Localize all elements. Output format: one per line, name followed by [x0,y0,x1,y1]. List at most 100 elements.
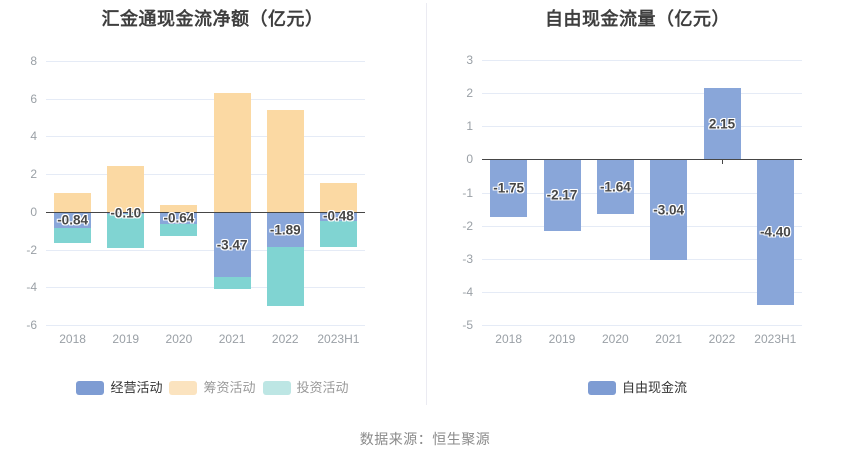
bar-segment [54,211,92,228]
x-axis-label: 2022 [708,332,736,346]
legend-item[interactable]: 筹资活动 [169,381,256,395]
bar-segment [54,227,92,243]
value-label: -0.48 [323,208,354,224]
x-axis-label: 2020 [165,332,193,346]
y-axis-label: -1 [462,185,473,200]
y-axis-label: 0 [466,152,473,167]
x-axis-label: 2023H1 [754,332,797,346]
value-label: -0.10 [110,205,142,221]
bar-segment [54,193,92,212]
legend: 经营活动 筹资活动 投资活动 [0,380,425,396]
bar-segment [319,211,357,221]
y-axis-label: -4 [26,280,37,295]
zero-axis-line [46,211,365,213]
y-axis-label: -5 [462,318,473,332]
bar-segment [319,183,357,212]
value-label: 2.15 [708,116,736,132]
x-axis-label: 2022 [271,332,299,346]
gridline [482,258,802,260]
gridline [46,61,365,62]
x-axis-label: 2019 [548,332,576,346]
y-axis-label: -6 [26,318,37,332]
legend-swatch-icon [169,381,198,395]
bar-segment [703,88,741,160]
bar-segment [213,277,251,290]
value-label: -0.84 [57,212,88,228]
value-label: -3.04 [653,202,685,218]
bar-segment [213,211,251,278]
legend: 自由现金流 [425,380,850,396]
gridline [482,325,802,326]
bar-segment [160,223,198,237]
y-axis-label: -2 [26,242,37,257]
legend-item[interactable]: 投资活动 [262,380,349,395]
bar-segment [160,205,198,212]
gridline [46,325,365,326]
value-label: -1.64 [599,179,631,195]
legend-swatch-icon [587,381,616,395]
gridline [46,136,365,138]
y-axis-label: 1 [466,119,473,134]
y-axis-label: 2 [30,167,37,182]
bar-segment [107,166,145,212]
value-label: -2.17 [546,187,578,203]
bar-segment [266,211,304,248]
gridline [46,287,365,289]
x-axis-label: 2019 [112,332,140,346]
x-axis-label: 2018 [495,332,523,346]
legend-label: 投资活动 [296,380,349,395]
legend-item[interactable]: 自由现金流 [587,380,687,395]
bar-segment [160,211,198,224]
bar-segment [490,159,528,218]
x-axis-label: 2020 [601,332,629,346]
bar-segment [650,159,688,261]
legend-swatch-icon [76,381,105,395]
bar-segment [266,110,304,212]
data-source-note: 数据来源：恒生聚源 [359,431,491,447]
bar-segment [543,159,581,232]
chart-title: 自由现金流量（亿元） [545,9,730,29]
gridline [482,93,802,95]
gridline [482,60,802,61]
value-label: -1.89 [269,222,301,238]
chart-title: 汇金通现金流净额（亿元） [101,9,324,29]
gridline [482,225,802,227]
x-axis-label: 2021 [655,332,683,346]
gridline [482,291,802,293]
y-axis-label: 3 [466,53,473,67]
y-axis-label: -4 [462,284,473,299]
y-axis-label: -3 [462,251,473,266]
value-label: -1.75 [493,180,525,196]
chart-panel-net-cash-flow: 汇金通现金流净额（亿元） 经营活动 筹资活动 投资活动 8 6 4 2 0 -2 -4 -6 201… [0,0,425,410]
gridline [46,249,365,251]
bar-segment [107,213,145,248]
bar-segment [213,93,251,212]
gridline [482,192,802,194]
y-axis-label: 0 [30,204,37,219]
bar-segment [756,159,794,306]
legend-swatch-icon [262,381,291,395]
legend-label: 自由现金流 [621,380,687,395]
y-axis-label: -2 [462,218,473,233]
legend-item[interactable]: 经营活动 [76,381,162,395]
panel-divider [426,3,427,405]
bar-segment [596,159,634,214]
y-axis-label: 2 [466,86,473,101]
x-axis-label: 2023H1 [317,332,360,346]
legend-label: 经营活动 [110,380,163,395]
gridline [46,174,365,176]
bar-segment [266,247,304,306]
bar-segment [319,220,357,247]
y-axis-label: 4 [30,129,37,144]
value-label: -3.47 [216,237,248,253]
y-axis-label: 8 [30,54,37,68]
gridline [46,98,365,100]
value-label: -4.40 [759,224,791,240]
gridline [482,126,802,128]
axis-tick [722,160,723,165]
x-axis-label: 2018 [59,332,86,346]
chart-panel-free-cash-flow: 自由现金流量（亿元） 自由现金流 3 2 1 0 -1 -2 -3 -4 -5 2018 2019 2… [425,0,850,410]
zero-axis-line [482,159,802,161]
x-axis-label: 2021 [218,332,246,346]
